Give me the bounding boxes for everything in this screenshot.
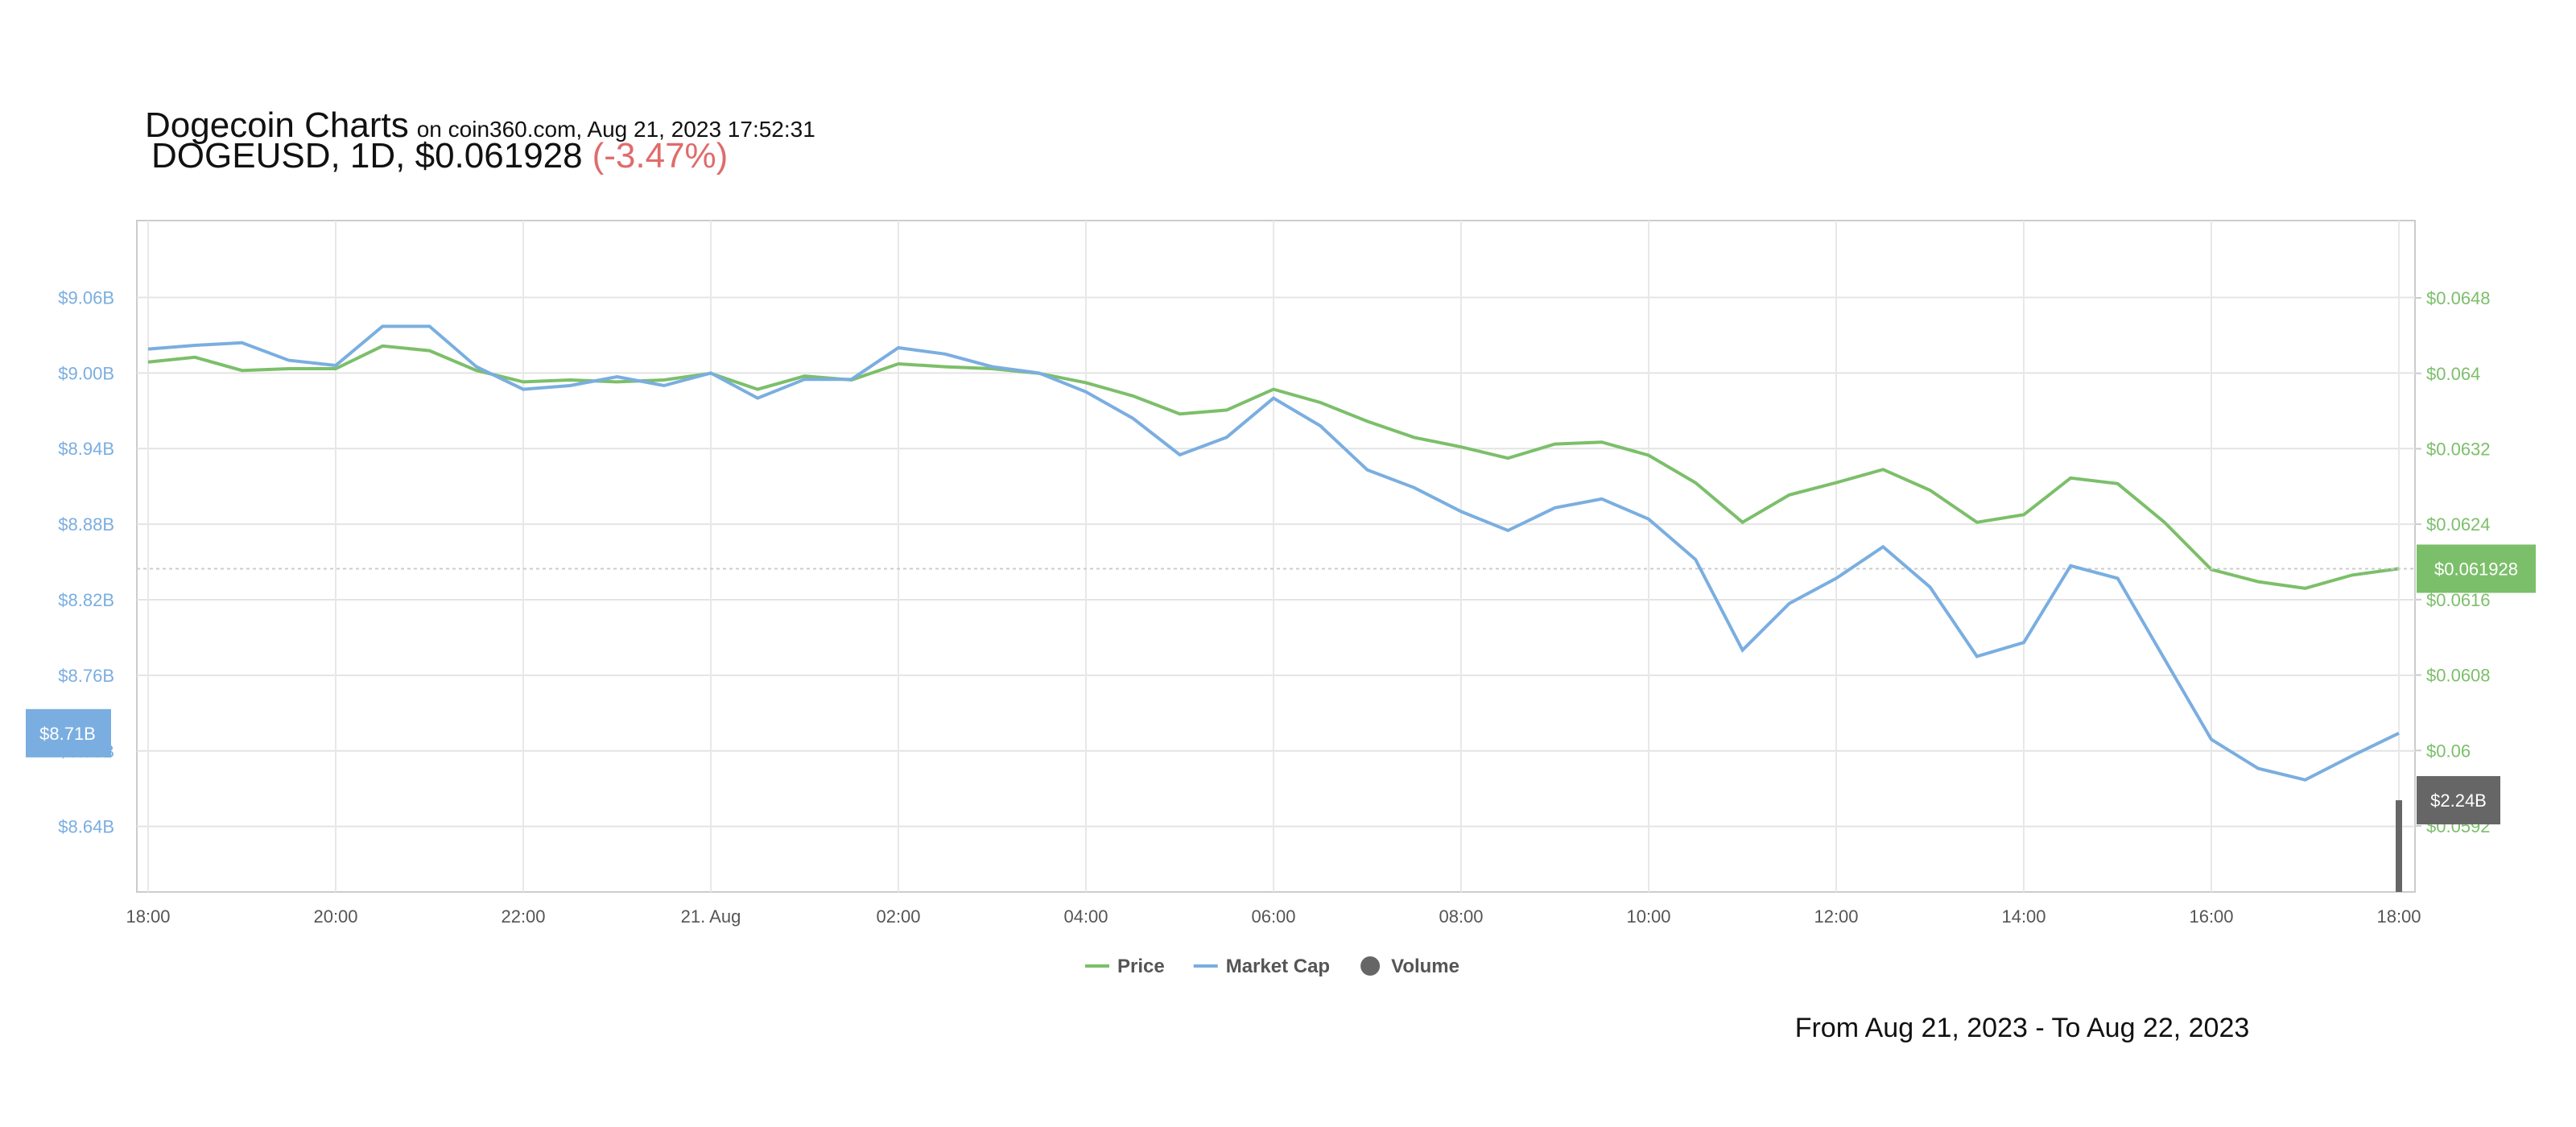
x-tick-label: 14:00: [2001, 906, 2046, 927]
x-tick-label: 18:00: [126, 906, 170, 927]
x-tick-label: 18:00: [2376, 906, 2421, 927]
y-tick-label: $8.94B: [58, 439, 114, 459]
change: (-3.47%): [592, 136, 729, 175]
y2-tick-label: $0.064: [2426, 364, 2480, 384]
y2-tick-label: $0.0648: [2426, 288, 2491, 308]
y2-tick-label: $0.0616: [2426, 590, 2491, 610]
volume-bar: [2396, 800, 2402, 892]
y-tick-label: $9.00B: [58, 363, 114, 383]
current-label-box: [26, 708, 111, 758]
y2-tick-label: $0.0624: [2426, 514, 2491, 535]
source: on coin360.com, Aug 21, 2023 17:52:31: [417, 117, 815, 142]
legend-item[interactable]: Market Cap: [1193, 956, 1330, 977]
y2-tick-label: $0.06: [2426, 741, 2471, 761]
legend-label: Price: [1117, 956, 1165, 977]
x-tick-label: 04:00: [1063, 906, 1108, 927]
series-line: [147, 324, 2400, 782]
current-label-box: [2417, 544, 2536, 593]
header-title-line: Dogecoin Charts on coin360.com, Aug 21, 2…: [145, 105, 815, 145]
legend-item[interactable]: Volume: [1360, 956, 1459, 977]
header-symbol-line: DOGEUSD, 1D, $0.061928 (-3.47%): [151, 136, 728, 175]
legend-swatch: [1360, 956, 1381, 976]
current-label: $0.061928: [2434, 559, 2518, 579]
y2-tick-label: $0.0608: [2426, 666, 2491, 686]
x-tick-label: 21. Aug: [681, 906, 741, 927]
y-tick-label: $8.82B: [58, 590, 114, 610]
series-line: [147, 344, 2400, 590]
x-tick-label: 02:00: [876, 906, 920, 927]
y-tick-label: $9.06B: [58, 287, 114, 308]
y2-tick-label: $0.0632: [2426, 439, 2491, 459]
y-tick-label: $8.88B: [58, 514, 114, 535]
x-tick-label: 16:00: [2189, 906, 2233, 927]
current-label: $2.24B: [2430, 791, 2487, 811]
legend-item[interactable]: Price: [1085, 956, 1165, 977]
x-tick-label: 12:00: [1814, 906, 1858, 927]
x-tick-label: 06:00: [1251, 906, 1295, 927]
legend-label: Market Cap: [1226, 956, 1330, 977]
title: Dogecoin Charts: [145, 105, 409, 145]
x-tick-label: 20:00: [313, 906, 357, 927]
y-tick-label: $8.76B: [58, 666, 114, 686]
y-tick-label: $8.64B: [58, 817, 114, 837]
footer: From Aug 21, 2023 - To Aug 22, 2023: [1795, 1013, 2250, 1043]
legend-label: Volume: [1391, 956, 1459, 977]
current-label-box: [2417, 776, 2500, 825]
symbol: DOGEUSD, 1D, $0.061928: [151, 136, 583, 175]
plot-frame: [136, 220, 2416, 893]
x-tick-label: 10:00: [1626, 906, 1670, 927]
current-label: $8.71B: [39, 724, 96, 744]
x-tick-label: 08:00: [1439, 906, 1483, 927]
x-tick-label: 22:00: [501, 906, 545, 927]
